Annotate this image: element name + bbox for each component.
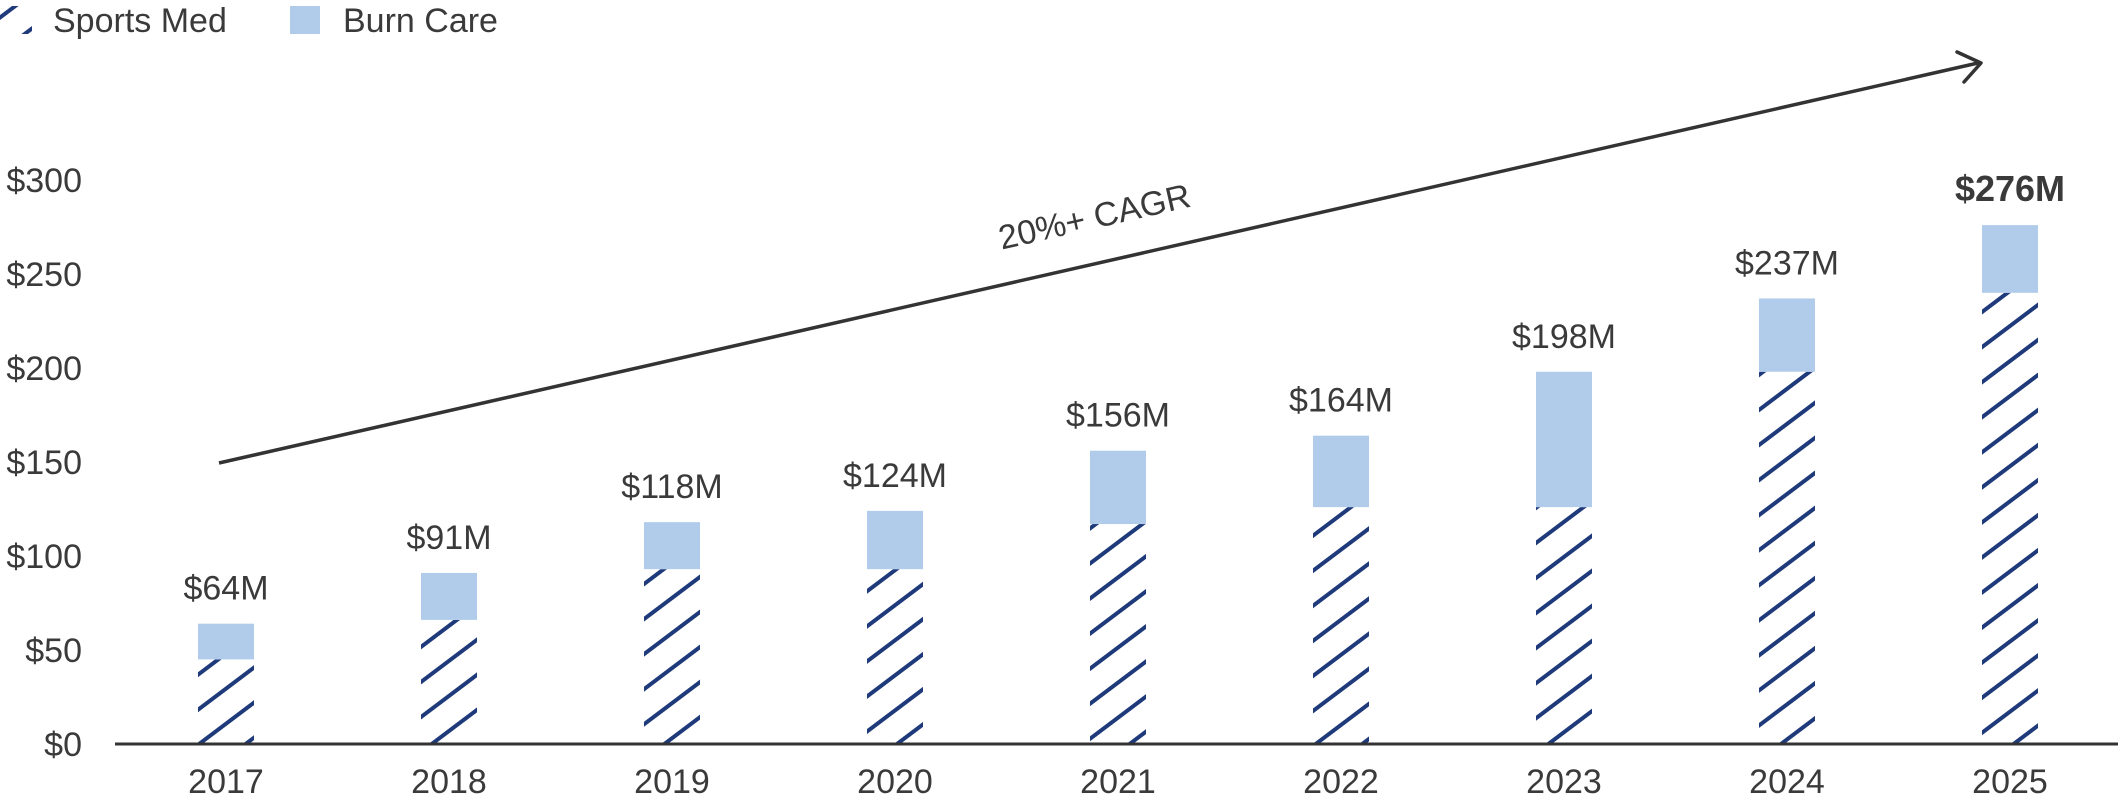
x-tick-label: 2024 (1749, 763, 1825, 799)
bar-burn-care (421, 572, 477, 620)
bar-burn-care (1982, 225, 2038, 293)
x-axis-ticks: 2017 2018 2019 2020 2021 2022 2023 2024 2025 (188, 763, 2048, 799)
total-label: $91M (406, 519, 491, 557)
y-tick-label: $50 (25, 632, 82, 670)
x-tick-label: 2021 (1080, 763, 1156, 799)
x-tick-label: 2023 (1526, 763, 1602, 799)
bar-burn-care (1759, 298, 1815, 372)
total-label: $64M (183, 570, 268, 608)
y-tick-label: $0 (44, 726, 82, 764)
x-tick-label: 2018 (411, 763, 487, 799)
total-label: $164M (1289, 382, 1393, 420)
total-label: $198M (1512, 318, 1616, 356)
x-tick-label: 2025 (1972, 763, 2048, 799)
legend-label-sports-med: Sports Med (53, 2, 227, 40)
y-tick-label: $100 (6, 538, 82, 576)
y-axis-ticks: $0 $50 $100 $150 $200 $250 $300 (6, 162, 82, 764)
bar-sports-med (1090, 524, 1146, 744)
legend-swatch-burn-care (290, 6, 320, 34)
total-label: $118M (621, 468, 722, 506)
legend-swatch-sports-med (0, 6, 32, 34)
cagr-arrowhead (1955, 50, 1983, 84)
y-tick-label: $150 (6, 444, 82, 482)
bar-sports-med (1536, 507, 1592, 744)
y-tick-label: $300 (6, 162, 82, 200)
bars (198, 225, 2038, 744)
bar-burn-care (1090, 450, 1146, 525)
legend: Sports Med Burn Care (0, 2, 498, 40)
bar-burn-care (644, 522, 700, 570)
bar-sports-med (1313, 507, 1369, 744)
total-labels: $64M $91M $118M $124M $156M $164M $198M $237M $2… (183, 168, 2065, 608)
y-tick-label: $200 (6, 350, 82, 388)
cagr-arrow-line (218, 61, 1979, 465)
bar-burn-care (1313, 435, 1369, 508)
bar-sports-med (198, 659, 254, 744)
bar-sports-med (421, 619, 477, 744)
legend-label-burn-care: Burn Care (343, 2, 498, 40)
x-tick-label: 2019 (634, 763, 710, 799)
bar-sports-med (644, 569, 700, 744)
cagr-label: 20%+ CAGR (995, 177, 1194, 257)
x-tick-label: 2020 (857, 763, 933, 799)
bar-burn-care (867, 510, 923, 570)
y-tick-label: $250 (6, 256, 82, 294)
x-tick-label: 2017 (188, 763, 264, 799)
total-label: $124M (843, 457, 947, 495)
total-label: $237M (1735, 244, 1839, 282)
total-label: $276M (1955, 168, 2065, 209)
total-label: $156M (1066, 397, 1170, 435)
bar-sports-med (1982, 292, 2038, 744)
bar-burn-care (1536, 371, 1592, 508)
x-tick-label: 2022 (1303, 763, 1379, 799)
bar-sports-med (1759, 371, 1815, 744)
bar-sports-med (867, 569, 923, 744)
bar-burn-care (198, 623, 254, 660)
